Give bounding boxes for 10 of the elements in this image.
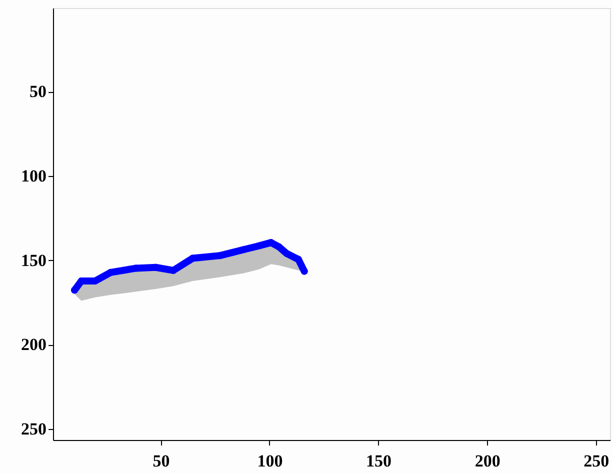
y-tick-label: 150 [21, 250, 46, 270]
x-tick-label: 150 [366, 452, 392, 470]
y-tick-label: 200 [21, 335, 46, 354]
y-tick-label: 50 [30, 82, 46, 102]
x-tick-label: 200 [474, 452, 500, 470]
y-tick-label: 250 [21, 420, 46, 439]
x-tick-label: 50 [152, 452, 170, 470]
x-tick-label: 100 [257, 452, 283, 470]
x-tick-label: 250 [584, 452, 610, 470]
y-tick-label: 100 [21, 166, 46, 186]
